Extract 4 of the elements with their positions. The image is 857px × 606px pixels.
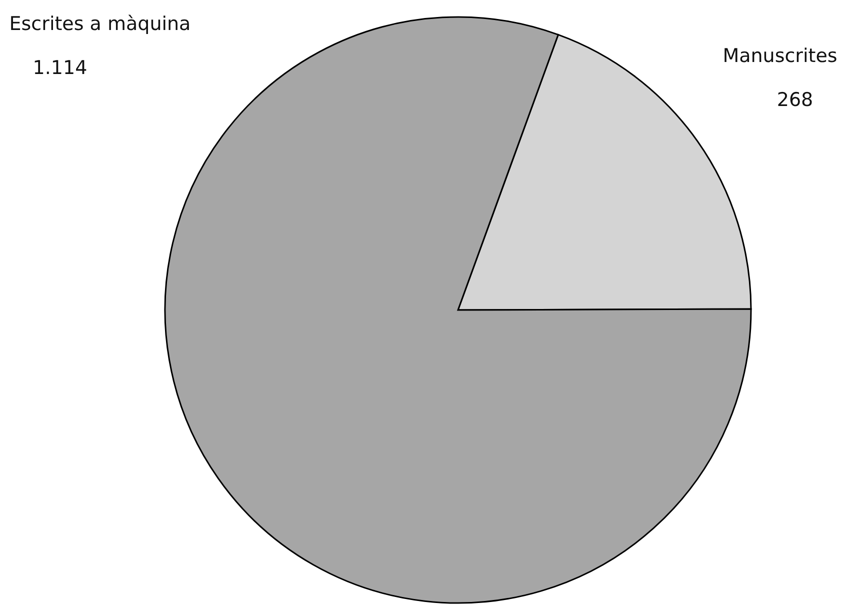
slice-label: Manuscrites (722, 45, 838, 67)
slice-label: Escrites a màquina (9, 13, 191, 35)
data-label: 268 (776, 89, 814, 111)
data-label: 1.114 (32, 57, 88, 79)
